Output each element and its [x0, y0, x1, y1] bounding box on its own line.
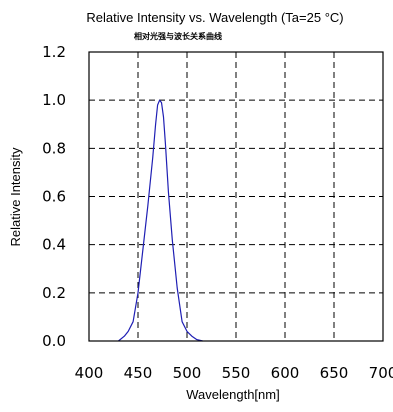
x-tick-label: 550	[222, 364, 251, 382]
y-tick-label: 0.2	[42, 284, 66, 302]
series-line-0	[118, 99, 203, 342]
chart-title: Relative Intensity vs. Wavelength (Ta=25…	[86, 10, 343, 25]
y-tick-label: 0.6	[42, 188, 66, 206]
x-tick-label: 450	[124, 364, 153, 382]
chart-subtitle: 相对光强与波长关系曲线	[134, 31, 222, 41]
series-layer	[118, 99, 203, 342]
y-tick-label: 1.2	[42, 43, 66, 61]
y-tick-label: 0.4	[42, 236, 66, 254]
x-tick-label: 500	[173, 364, 202, 382]
x-tick-label: 400	[75, 364, 104, 382]
x-axis-label: Wavelength[nm]	[186, 387, 279, 402]
grid	[89, 52, 383, 341]
y-tick-label: 1.0	[42, 91, 66, 109]
plot-frame	[88, 51, 384, 342]
y-tick-label: 0.8	[42, 139, 66, 157]
x-tick-label: 650	[320, 364, 349, 382]
x-tick-label: 600	[271, 364, 300, 382]
tick-labels: 400 450 500 550 600 650 700 0.0 0.2 0.4 0.6 0.8 1.0 1…	[42, 43, 393, 382]
y-axis-label: Relative Intensity	[8, 147, 23, 246]
x-tick-label: 700	[369, 364, 393, 382]
y-tick-label: 0.0	[42, 332, 66, 350]
